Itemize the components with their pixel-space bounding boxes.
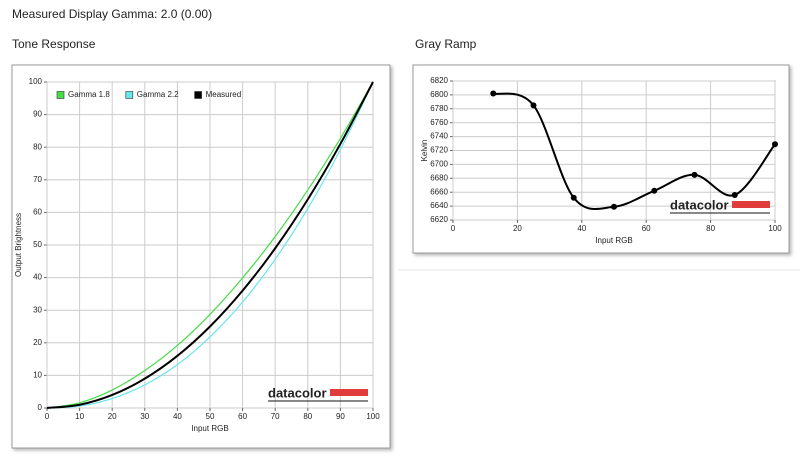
watermark-bar: [330, 389, 368, 396]
y-tick-label: 0: [38, 403, 43, 412]
legend-swatch: [194, 91, 202, 99]
y-tick-label: 6740: [430, 132, 448, 141]
data-point: [611, 203, 617, 210]
data-point: [490, 90, 497, 97]
y-tick-label: 60: [33, 208, 42, 217]
x-tick-label: 50: [206, 412, 215, 421]
chart-title: Tone Response: [12, 37, 96, 51]
x-tick-label: 80: [706, 224, 715, 233]
y-tick-label: 6720: [430, 146, 448, 155]
y-tick-label: 6640: [430, 201, 448, 210]
data-point: [530, 102, 537, 109]
x-tick-label: 20: [108, 412, 117, 421]
watermark: datacolor: [268, 385, 327, 400]
y-tick-label: 6760: [430, 118, 448, 127]
y-tick-label: 20: [33, 338, 42, 347]
x-tick-label: 60: [642, 224, 651, 233]
x-tick-label: 100: [366, 412, 380, 421]
legend-swatch: [125, 91, 134, 99]
data-point: [691, 171, 698, 178]
y-axis-label: Kelvin: [420, 140, 429, 162]
x-tick-label: 30: [140, 412, 149, 421]
x-tick-label: 60: [238, 412, 247, 421]
y-tick-label: 6620: [430, 215, 448, 224]
x-tick-label: 80: [303, 412, 312, 421]
legend-label: Gamma 1.8: [68, 90, 110, 99]
y-tick-label: 6780: [430, 104, 448, 113]
y-tick-label: 6660: [430, 187, 448, 196]
legend-label: Gamma 2.2: [137, 90, 179, 99]
y-tick-label: 40: [33, 273, 42, 282]
y-tick-label: 50: [33, 240, 42, 249]
x-tick-label: 100: [768, 224, 782, 233]
data-point: [651, 187, 658, 194]
legend-swatch: [56, 91, 65, 99]
watermark-bar: [732, 201, 770, 208]
x-axis-label: Input RGB: [191, 424, 228, 433]
chart-title: Gray Ramp: [415, 37, 477, 51]
x-tick-label: 40: [173, 412, 182, 421]
x-tick-label: 10: [75, 412, 84, 421]
y-tick-label: 30: [33, 305, 42, 314]
y-tick-label: 90: [33, 110, 42, 119]
x-tick-label: 70: [271, 412, 280, 421]
y-tick-label: 70: [33, 175, 42, 184]
y-tick-label: 100: [29, 77, 43, 86]
x-axis-label: Input RGB: [595, 236, 632, 245]
x-tick-label: 90: [336, 412, 345, 421]
data-point: [570, 194, 577, 201]
y-tick-label: 6700: [430, 160, 448, 169]
y-tick-label: 6800: [430, 90, 448, 99]
y-tick-label: 10: [33, 371, 42, 380]
x-tick-label: 0: [45, 412, 50, 421]
y-axis-label: Output Brightness: [14, 213, 23, 277]
watermark: datacolor: [670, 197, 729, 212]
legend-label: Measured: [206, 90, 242, 99]
series-line: [46, 81, 374, 409]
x-tick-label: 20: [513, 224, 522, 233]
data-point: [772, 141, 778, 148]
y-tick-label: 6680: [430, 173, 448, 182]
x-tick-label: 40: [577, 224, 586, 233]
x-tick-label: 0: [451, 224, 456, 233]
data-point: [731, 191, 738, 198]
header: Measured Display Gamma: 2.0 (0.00): [12, 7, 212, 21]
series-line: [46, 81, 374, 409]
y-tick-label: 6820: [430, 76, 448, 85]
y-tick-label: 80: [33, 142, 42, 151]
series-line: [46, 81, 374, 409]
